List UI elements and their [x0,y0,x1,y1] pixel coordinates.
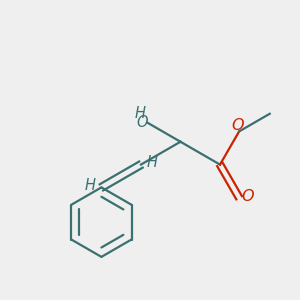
Text: H: H [134,106,146,121]
Text: O: O [241,189,254,204]
Text: O: O [136,115,148,130]
Text: H: H [147,155,158,170]
Text: H: H [85,178,96,193]
Text: O: O [231,118,244,133]
